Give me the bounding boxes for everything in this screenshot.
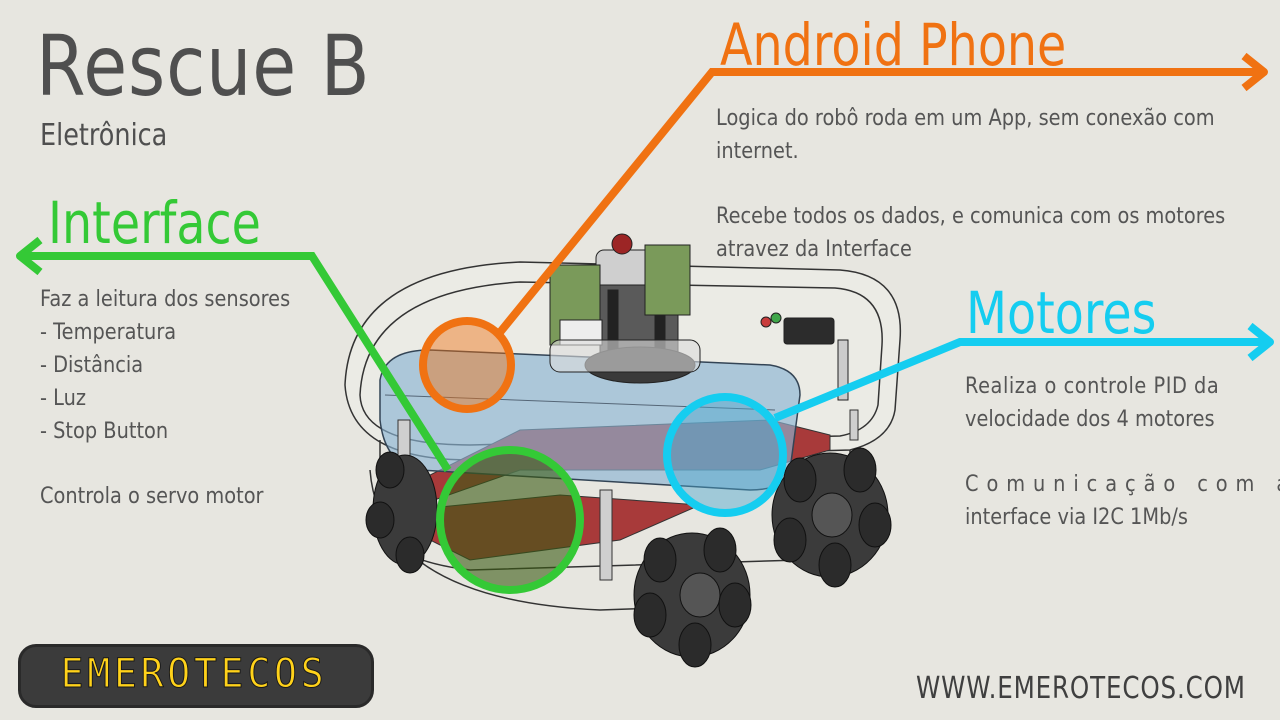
wheel-front-left <box>633 527 752 668</box>
motores-line: Comunicação com a <box>965 472 1280 497</box>
interface-line: - Luz <box>40 386 87 411</box>
interface-callout <box>16 236 584 594</box>
android-description: Logica do robô roda em um App, sem conex… <box>716 102 1225 266</box>
android-line: Logica do robô roda em um App, sem conex… <box>716 106 1215 131</box>
interface-line: - Distância <box>40 353 144 378</box>
motores-line: velocidade dos 4 motores <box>965 407 1215 432</box>
interface-description: Faz a leitura dos sensores - Temperatura… <box>40 283 290 513</box>
motores-line: Realiza o controle PID da <box>965 374 1220 399</box>
wheel-front-right <box>771 447 892 588</box>
website-url: WWW.EMEROTECOS.COM <box>916 671 1246 706</box>
android-line: atravez da Interface <box>716 237 912 262</box>
android-line: Recebe todos os dados, e comunica com os… <box>716 204 1226 229</box>
android-heading: Android Phone <box>720 11 1067 79</box>
power-switch <box>760 312 849 401</box>
wheel-rear-left <box>365 451 438 574</box>
motores-line: interface via I2C 1Mb/s <box>965 505 1188 530</box>
motores-heading: Motores <box>966 279 1157 347</box>
interface-line: - Stop Button <box>40 419 169 444</box>
interface-line: Controla o servo motor <box>40 484 264 509</box>
motores-callout <box>663 322 1274 517</box>
logo-badge <box>18 644 374 708</box>
logo-text: EMEROTECOS <box>60 651 328 698</box>
android-callout <box>419 52 1268 413</box>
interface-line: - Temperatura <box>40 320 177 345</box>
interface-line: Faz a leitura dos sensores <box>40 287 291 312</box>
android-line: internet. <box>716 139 799 164</box>
page-title: Rescue B <box>36 17 371 115</box>
page-subtitle: Eletrônica <box>40 118 168 153</box>
sensor-tower <box>549 233 701 384</box>
interface-heading: Interface <box>48 189 261 257</box>
motores-description: Realiza o controle PID da velocidade dos… <box>965 370 1280 534</box>
